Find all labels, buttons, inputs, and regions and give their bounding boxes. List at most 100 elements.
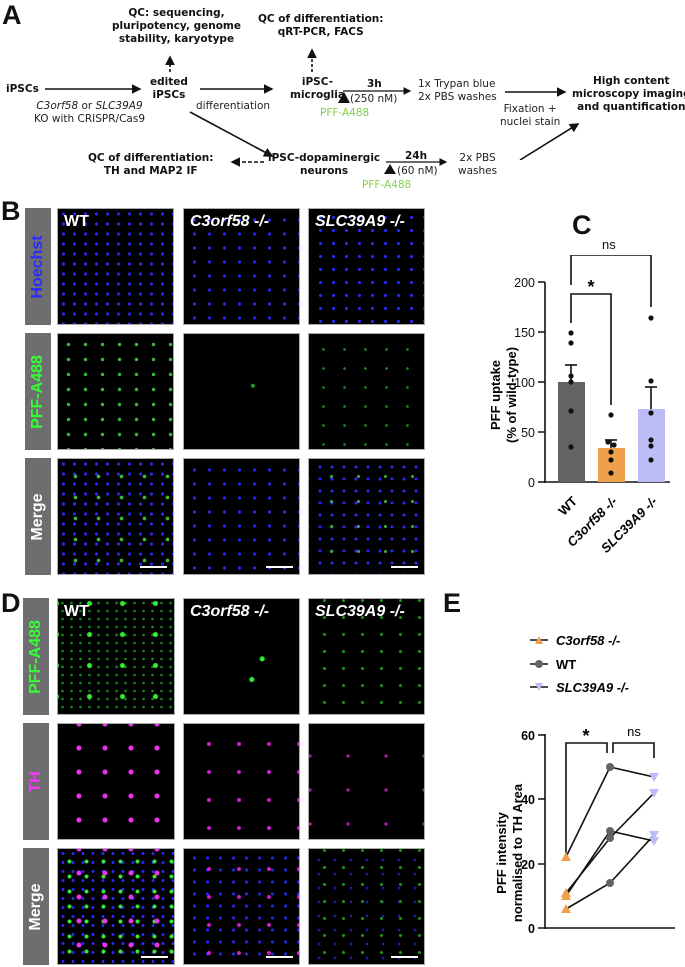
panel-d-letter: D xyxy=(1,588,21,618)
row-label-th: TH xyxy=(23,723,49,840)
panel-a-letter: A xyxy=(2,0,22,30)
panel-a-arrows xyxy=(45,48,580,160)
row-label-merge: Merge xyxy=(25,458,51,575)
fixation-text: Fixation + nuclei stain xyxy=(500,103,560,129)
c-ylabel-line1: PFF uptake xyxy=(488,360,503,430)
bar-wt xyxy=(558,382,585,482)
microglia-pff-label: PFF-A488 xyxy=(320,107,370,119)
panel-e-letter: E xyxy=(443,588,462,618)
legend-wt: WT xyxy=(556,657,576,672)
scale-bar xyxy=(141,956,168,958)
c-sig-star: * xyxy=(587,277,594,297)
image-d-pff-wt: WT xyxy=(57,598,175,715)
qc-edit-line2: pluripotency, genome xyxy=(112,20,241,32)
legend-triangle-up-icon xyxy=(535,636,543,644)
d-column-label-wt: WT xyxy=(64,603,89,620)
e-ytick-0: 0 xyxy=(528,922,535,936)
panel-c-bar-chart: PFF uptake (% of wild-type) 0 50 100 150… xyxy=(488,255,670,556)
image-hoechst-wt: WT xyxy=(57,208,174,325)
ko-gene2: SLC39A9 xyxy=(95,100,143,112)
image-d-merge-slc39a9 xyxy=(308,848,425,965)
high-content-text: High content microscopy imaging and quan… xyxy=(572,75,685,114)
fixation-line2: nuclei stain xyxy=(500,116,561,128)
neuron-line2: neurons xyxy=(299,165,349,177)
legend-circle-icon xyxy=(535,660,543,668)
hcm-line2: microscopy imaging xyxy=(572,88,685,100)
edited-line2: iPSCs xyxy=(152,89,186,101)
neuron-time: 24h xyxy=(405,150,428,162)
panel-b-letter: B xyxy=(1,196,21,226)
row-label-pff: PFF-A488 xyxy=(25,333,51,450)
d-column-label-c3orf58: C3orf58 -/- xyxy=(190,603,270,620)
image-d-pff-slc39a9: SLC39A9 -/- xyxy=(308,598,425,715)
e-legend: C3orf58 -/- WT SLC39A9 -/- xyxy=(530,633,629,695)
row-label-pff-d: PFF-A488 xyxy=(23,598,49,715)
fixation-line1: Fixation + xyxy=(503,103,557,115)
ipsc-microglia-label: iPSC- microglia xyxy=(290,76,345,102)
microglia-wash-text: 1x Trypan blue 2x PBS washes xyxy=(418,78,497,104)
image-d-merge-wt xyxy=(57,848,175,965)
legend-triangle-down-icon xyxy=(535,683,543,691)
qc-micro-line2: qRT-PCR, FACS xyxy=(277,26,364,38)
hcm-line1: High content xyxy=(593,75,670,87)
hcm-line3: and quantification xyxy=(577,101,685,113)
microglia-line2: microglia xyxy=(290,89,345,101)
microglia-time: 3h xyxy=(367,78,382,90)
column-label-slc39a9: SLC39A9 -/- xyxy=(315,213,405,230)
scale-bar xyxy=(140,566,167,568)
neuron-conc: (60 nM) xyxy=(397,165,438,177)
micro-wash-line1: 1x Trypan blue xyxy=(418,78,496,90)
image-hoechst-slc39a9: SLC39A9 -/- xyxy=(308,208,425,325)
neuron-wash-line2: washes xyxy=(458,165,498,177)
neuron-wash-text: 2x PBS washes xyxy=(458,152,497,178)
e-ylabel-line1: PFF intensity xyxy=(494,811,509,893)
qc-edit-line1: QC: sequencing, xyxy=(128,7,225,19)
qc-micro-line1: QC of differentiation: xyxy=(258,13,384,25)
ko-or: or xyxy=(78,100,96,112)
legend-c3orf58: C3orf58 -/- xyxy=(556,633,620,648)
image-hoechst-c3orf58: C3orf58 -/- xyxy=(183,208,300,325)
qc-microglia-text: QC of differentiation: qRT-PCR, FACS xyxy=(258,13,383,39)
row-label-merge-d: Merge xyxy=(23,848,49,965)
e-ytick-60: 60 xyxy=(521,729,535,743)
microglia-line1: iPSC- xyxy=(301,76,334,88)
image-pff-slc39a9 xyxy=(308,333,425,450)
edited-ipscs-label: edited iPSCs xyxy=(150,76,188,102)
image-d-th-slc39a9 xyxy=(308,723,425,840)
image-merge-c3orf58 xyxy=(183,458,300,575)
qc-neuron-text: QC of differentiation: TH and MAP2 IF xyxy=(88,152,213,178)
image-pff-c3orf58 xyxy=(183,333,300,450)
qc-neuron-line2: TH and MAP2 IF xyxy=(103,165,198,177)
panel-e-line-chart: C3orf58 -/- WT SLC39A9 -/- PFF intensity… xyxy=(494,633,675,936)
e-ytick-20: 20 xyxy=(521,858,535,872)
neuron-wash-line1: 2x PBS xyxy=(459,152,496,164)
image-d-merge-c3orf58 xyxy=(183,848,300,965)
image-d-th-c3orf58 xyxy=(183,723,300,840)
scale-bar xyxy=(391,566,418,568)
c-ytick-150: 150 xyxy=(514,326,535,340)
scale-bar xyxy=(391,956,418,958)
e-ylabel-line2: normalised to TH Area xyxy=(510,783,525,922)
row-label-hoechst: Hoechst xyxy=(25,208,51,325)
scale-bar xyxy=(266,956,293,958)
image-d-pff-c3orf58: C3orf58 -/- xyxy=(183,598,300,715)
c-ytick-200: 200 xyxy=(514,276,535,290)
e-sig-ns: ns xyxy=(627,724,641,739)
d-column-label-slc39a9: SLC39A9 -/- xyxy=(315,603,405,620)
qc-edit-line3: stability, karyotype xyxy=(118,33,235,45)
c-ytick-50: 50 xyxy=(521,426,535,440)
c-ytick-100: 100 xyxy=(514,376,535,390)
qc-neuron-line1: QC of differentiation: xyxy=(88,152,214,164)
qc-edit-text: QC: sequencing, pluripotency, genome sta… xyxy=(112,7,241,46)
differentiation-label: differentiation xyxy=(196,100,271,112)
e-ytick-40: 40 xyxy=(521,793,535,807)
image-pff-wt xyxy=(57,333,174,450)
image-merge-slc39a9 xyxy=(308,458,425,575)
c-ylabel-line2: (% of wild-type) xyxy=(504,347,519,443)
ko-gene1: C3orf58 xyxy=(36,100,79,112)
ipscs-label: iPSCs xyxy=(6,83,39,95)
column-label-wt: WT xyxy=(64,213,89,230)
e-sig-star: * xyxy=(582,726,589,746)
panel-a-lower-arrows xyxy=(230,157,448,174)
column-label-c3orf58: C3orf58 -/- xyxy=(190,213,270,230)
